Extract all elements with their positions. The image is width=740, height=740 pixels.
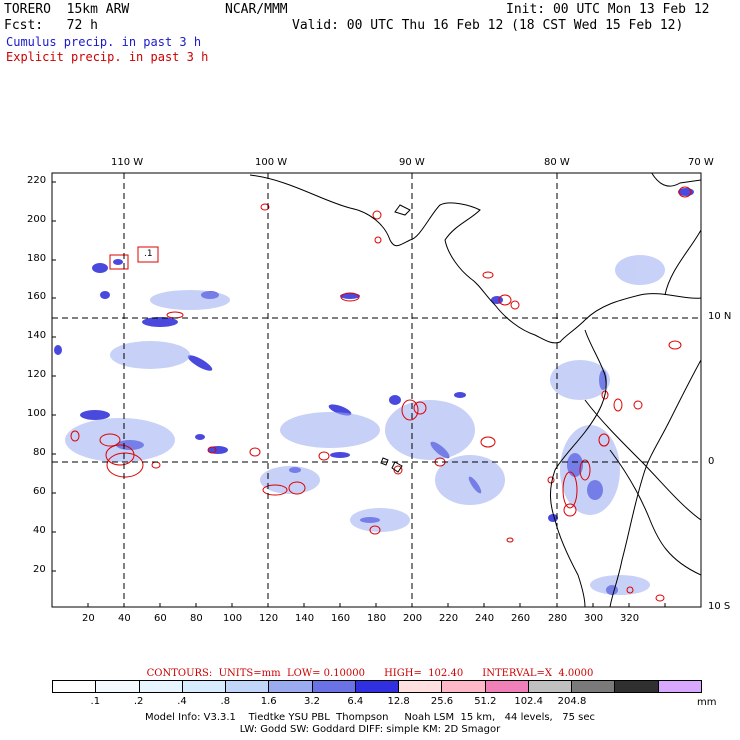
- x-tick: 300: [584, 613, 604, 624]
- colorbar-cell: [399, 681, 443, 692]
- x-tick: 160: [331, 613, 351, 624]
- colorbar-tick-label: .1: [90, 696, 101, 707]
- colorbar-tick-label: 12.8: [387, 696, 410, 707]
- valid-time: Valid: 00 UTC Thu 16 Feb 12 (18 CST Wed …: [292, 18, 684, 33]
- colorbar-tick-label: 1.6: [260, 696, 277, 707]
- colorbar-tick-label: 3.2: [304, 696, 320, 707]
- colorbar-tick-label: 204.8: [557, 696, 587, 707]
- x-tick: 80: [190, 613, 203, 624]
- colorbar-cell: [53, 681, 97, 692]
- contours-info: CONTOURS: UNITS=mm LOW= 0.10000 HIGH= 10…: [146, 668, 594, 679]
- axis-ticks: [52, 181, 666, 607]
- precip-colorbar: [52, 680, 702, 693]
- y-tick: 60: [33, 486, 46, 497]
- cumulus-legend-line: Cumulus precip. in past 3 h: [6, 35, 202, 49]
- model-info-2: LW: Godd SW: Goddard DIFF: simple KM: 2D…: [239, 724, 501, 735]
- init-time: Init: 00 UTC Mon 13 Feb 12: [506, 2, 710, 17]
- x-tick: 280: [548, 613, 568, 624]
- lon-label-90w: 90 W: [399, 157, 425, 168]
- model-info: Model Info: V3.3.1 Tiedtke YSU PBL Thomp…: [144, 712, 596, 723]
- x-tick: 220: [439, 613, 459, 624]
- colorbar-cell: [442, 681, 486, 692]
- lon-label-80w: 80 W: [544, 157, 570, 168]
- y-tick: 100: [27, 408, 47, 419]
- y-tick: 120: [27, 369, 47, 380]
- lat-label-10n: 10 N: [708, 311, 732, 322]
- x-tick: 140: [295, 613, 315, 624]
- y-tick: 180: [27, 253, 47, 264]
- coastlines: [249, 173, 701, 607]
- colorbar-cell: [182, 681, 227, 692]
- colorbar-tick-label: 25.6: [430, 696, 454, 707]
- colorbar-cell: [355, 681, 400, 692]
- x-tick: 60: [154, 613, 167, 624]
- x-tick: 260: [511, 613, 531, 624]
- colorbar-units: mm: [697, 697, 717, 708]
- x-tick: 240: [475, 613, 495, 624]
- light-precip-areas: [65, 255, 665, 595]
- box-label: .1: [144, 249, 153, 259]
- y-tick: 80: [33, 447, 46, 458]
- colorbar-cell: [615, 681, 659, 692]
- x-tick: 40: [118, 613, 131, 624]
- lat-label-0: 0: [708, 456, 715, 467]
- org-label: NCAR/MMM: [225, 2, 288, 17]
- colorbar-cell: [528, 681, 573, 692]
- latlon-grid: [52, 173, 701, 607]
- colorbar-tick-label: 51.2: [474, 696, 497, 707]
- forecast-hour: Fcst: 72 h: [4, 18, 98, 33]
- explicit-precip-contours: [70, 186, 692, 602]
- x-tick: 100: [223, 613, 243, 624]
- lon-label-110w: 110 W: [111, 157, 144, 168]
- y-tick: 20: [33, 564, 46, 575]
- colorbar-cell: [312, 681, 356, 692]
- x-tick: 180: [367, 613, 387, 624]
- y-tick: 160: [27, 291, 47, 302]
- colorbar-cell: [139, 681, 183, 692]
- y-tick: 140: [27, 330, 47, 341]
- colorbar-tick-label: 102.4: [514, 696, 543, 707]
- colorbar-cell: [96, 681, 140, 692]
- colorbar-cell: [658, 681, 701, 692]
- x-tick: 200: [403, 613, 423, 624]
- model-title: TORERO 15km ARW: [4, 2, 130, 17]
- colorbar-tick-label: .2: [133, 696, 144, 707]
- lat-label-10s: 10 S: [708, 601, 731, 612]
- colorbar-tick-label: .8: [220, 696, 231, 707]
- x-tick: 120: [259, 613, 279, 624]
- x-tick: 320: [620, 613, 640, 624]
- lon-label-100w: 100 W: [255, 157, 288, 168]
- x-tick: 20: [82, 613, 95, 624]
- colorbar-tick-label: .4: [177, 696, 187, 707]
- map-content: [54, 173, 701, 607]
- y-tick: 200: [27, 214, 47, 225]
- colorbar-cell: [226, 681, 270, 692]
- colorbar-cell: [269, 681, 313, 692]
- colorbar-cell: [485, 681, 529, 692]
- colorbar-cell: [572, 681, 616, 692]
- lon-label-70w: 70 W: [688, 157, 714, 168]
- y-tick: 40: [33, 525, 46, 536]
- y-tick: 220: [27, 175, 47, 186]
- colorbar-tick-label: 6.4: [347, 696, 364, 707]
- explicit-legend-line: Explicit precip. in past 3 h: [6, 50, 209, 64]
